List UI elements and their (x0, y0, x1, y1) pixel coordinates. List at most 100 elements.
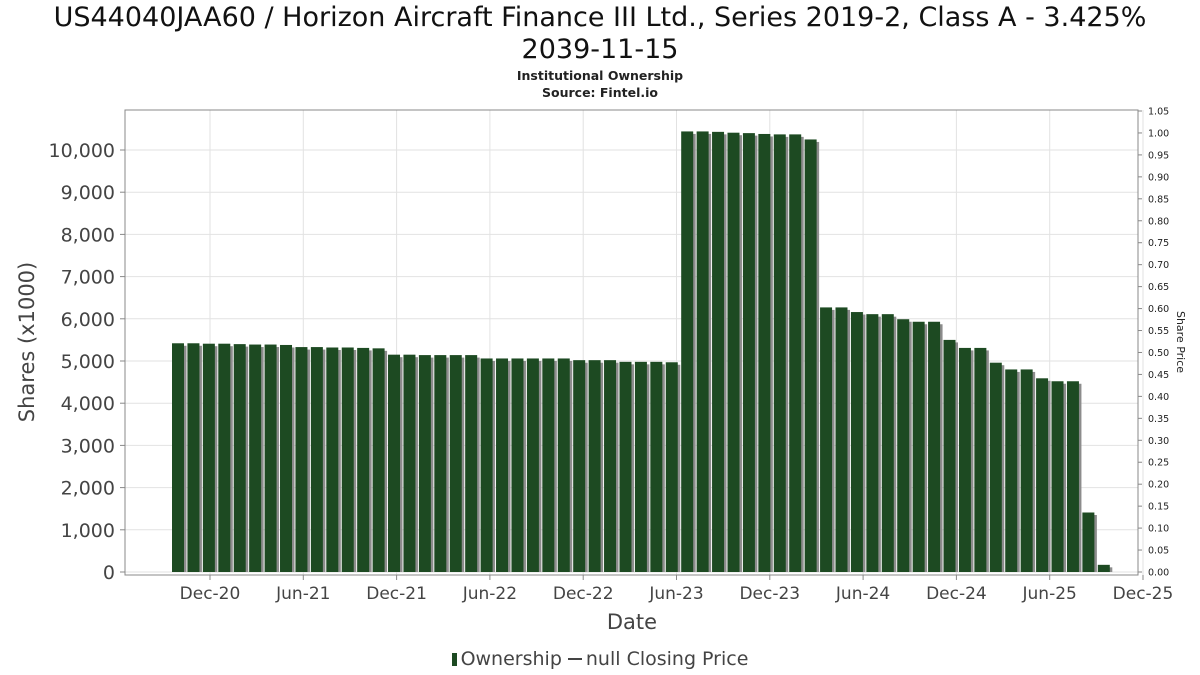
ownership-bar (835, 307, 848, 572)
y2-tick-label: 0.20 (1148, 480, 1169, 491)
y-tick-label: 6,000 (61, 309, 115, 331)
y-axis: 0 1,000 2,000 3,000 4,000 5,000 6,000 7,000 8,00… (49, 140, 125, 584)
ownership-bar (310, 347, 323, 572)
ownership-bar (912, 321, 925, 572)
ownership-bar (634, 361, 647, 572)
y2-tick-label: 0.05 (1148, 546, 1169, 557)
y2-tick-label: 0.70 (1148, 260, 1169, 271)
y2-tick-label: 0.15 (1148, 502, 1169, 513)
y2-tick-label: 0.60 (1148, 304, 1169, 315)
y2-tick-label: 0.80 (1148, 216, 1169, 227)
y-tick-label: 4,000 (61, 393, 115, 415)
ownership-bar (588, 360, 601, 572)
chart-subtitle: Institutional Ownership (516, 68, 684, 83)
ownership-bar (1020, 369, 1033, 572)
ownership-bar (727, 132, 740, 572)
ownership-bar (650, 361, 663, 572)
ownership-bar (465, 355, 478, 572)
ownership-bar (665, 362, 678, 572)
ownership-bar (619, 361, 632, 572)
ownership-bar (943, 339, 956, 572)
y2-tick-label: 0.50 (1148, 348, 1169, 359)
y2-tick-label: 0.75 (1148, 238, 1169, 249)
ownership-bar (897, 319, 910, 572)
ownership-bar (388, 354, 401, 572)
ownership-bar (418, 355, 431, 572)
ownership-bar (511, 358, 524, 572)
ownership-bar (1036, 378, 1049, 572)
ownership-bar (742, 133, 755, 572)
ownership-bar (202, 343, 215, 572)
ownership-bar (928, 321, 941, 572)
x-tick-label: Jun-25 (1022, 584, 1077, 604)
ownership-bar (280, 344, 293, 572)
ownership-bar (773, 134, 786, 573)
y-tick-label: 8,000 (61, 224, 115, 246)
ownership-bar (989, 362, 1002, 572)
x-tick-label: Jun-22 (462, 584, 517, 604)
ownership-bar (542, 358, 555, 572)
x-tick-label: Dec-25 (1113, 584, 1174, 604)
ownership-bar (604, 360, 617, 572)
ownership-bar (295, 347, 308, 572)
y-tick-label: 2,000 (61, 478, 115, 500)
ownership-bar (712, 131, 725, 572)
ownership-bar (820, 307, 833, 572)
y2-tick-label: 0.55 (1148, 326, 1169, 337)
ownership-bar (1097, 564, 1110, 572)
y2-tick-label: 0.90 (1148, 172, 1169, 183)
ownership-bar (187, 343, 200, 572)
legend: Ownership null Closing Price (0, 648, 1200, 670)
y-tick-label: 5,000 (61, 351, 115, 373)
ownership-bar (218, 343, 231, 572)
ownership-bar (357, 347, 370, 572)
ownership-bar (372, 348, 385, 572)
closing-price-line-swatch (567, 658, 582, 660)
x-tick-label: Jun-21 (275, 584, 330, 604)
ownership-bar (557, 358, 570, 572)
plot-frame (124, 109, 1139, 576)
ownership-bar (480, 358, 493, 572)
y2-tick-label: 1.05 (1148, 107, 1169, 118)
y-tick-label: 1,000 (61, 520, 115, 542)
y2-tick-label: 1.00 (1148, 128, 1169, 139)
ownership-bar (850, 312, 863, 572)
x-tick-label: Dec-23 (739, 584, 800, 604)
ownership-bar (881, 314, 894, 572)
ownership-bar (1082, 512, 1095, 572)
ownership-bar (326, 347, 339, 572)
y-axis-title: Shares (x1000) (15, 262, 39, 422)
chart-title-line1: US44040JAA60 / Horizon Aircraft Finance … (53, 2, 1147, 33)
ownership-bar (958, 347, 971, 572)
ownership-bar (449, 355, 462, 572)
x-tick-label: Jun-23 (648, 584, 703, 604)
x-axis: Dec-20 Jun-21 Dec-21 Jun-22 Dec-22 Jun-23 Dec-… (180, 575, 1174, 604)
y2-tick-label: 0.65 (1148, 282, 1169, 293)
y2-tick-label: 0.10 (1148, 524, 1169, 535)
ownership-bar (526, 358, 539, 572)
y2-tick-label: 0.40 (1148, 392, 1169, 403)
ownership-bar (172, 343, 184, 572)
legend-ownership: Ownership (460, 648, 562, 670)
y-tick-label: 3,000 (61, 435, 115, 457)
y2-tick-label: 0.00 (1148, 568, 1169, 579)
ownership-bar (264, 344, 277, 572)
legend-closing-price: null Closing Price (585, 648, 749, 670)
ownership-bar (789, 134, 802, 573)
y-tick-label: 7,000 (61, 267, 115, 289)
ownership-bar (434, 355, 447, 572)
x-tick-label: Dec-21 (366, 584, 427, 604)
x-tick-label: Dec-22 (553, 584, 614, 604)
x-tick-label: Jun-24 (835, 584, 890, 604)
y2-axis-title: Share Price (1174, 311, 1187, 373)
x-tick-label: Dec-24 (926, 584, 987, 604)
ownership-bar (403, 354, 416, 572)
chart-title-line2: 2039-11-15 (521, 34, 679, 65)
bars (172, 131, 1113, 573)
ownership-bar (496, 358, 509, 572)
y2-tick-label: 0.95 (1148, 150, 1169, 161)
y2-tick-label: 0.35 (1148, 414, 1169, 425)
ownership-bar (758, 133, 771, 573)
y2-axis: 0.00 0.05 0.10 0.15 0.20 0.25 0.30 0.35 0.40 0.45… (1138, 107, 1169, 579)
ownership-bar (681, 131, 694, 572)
